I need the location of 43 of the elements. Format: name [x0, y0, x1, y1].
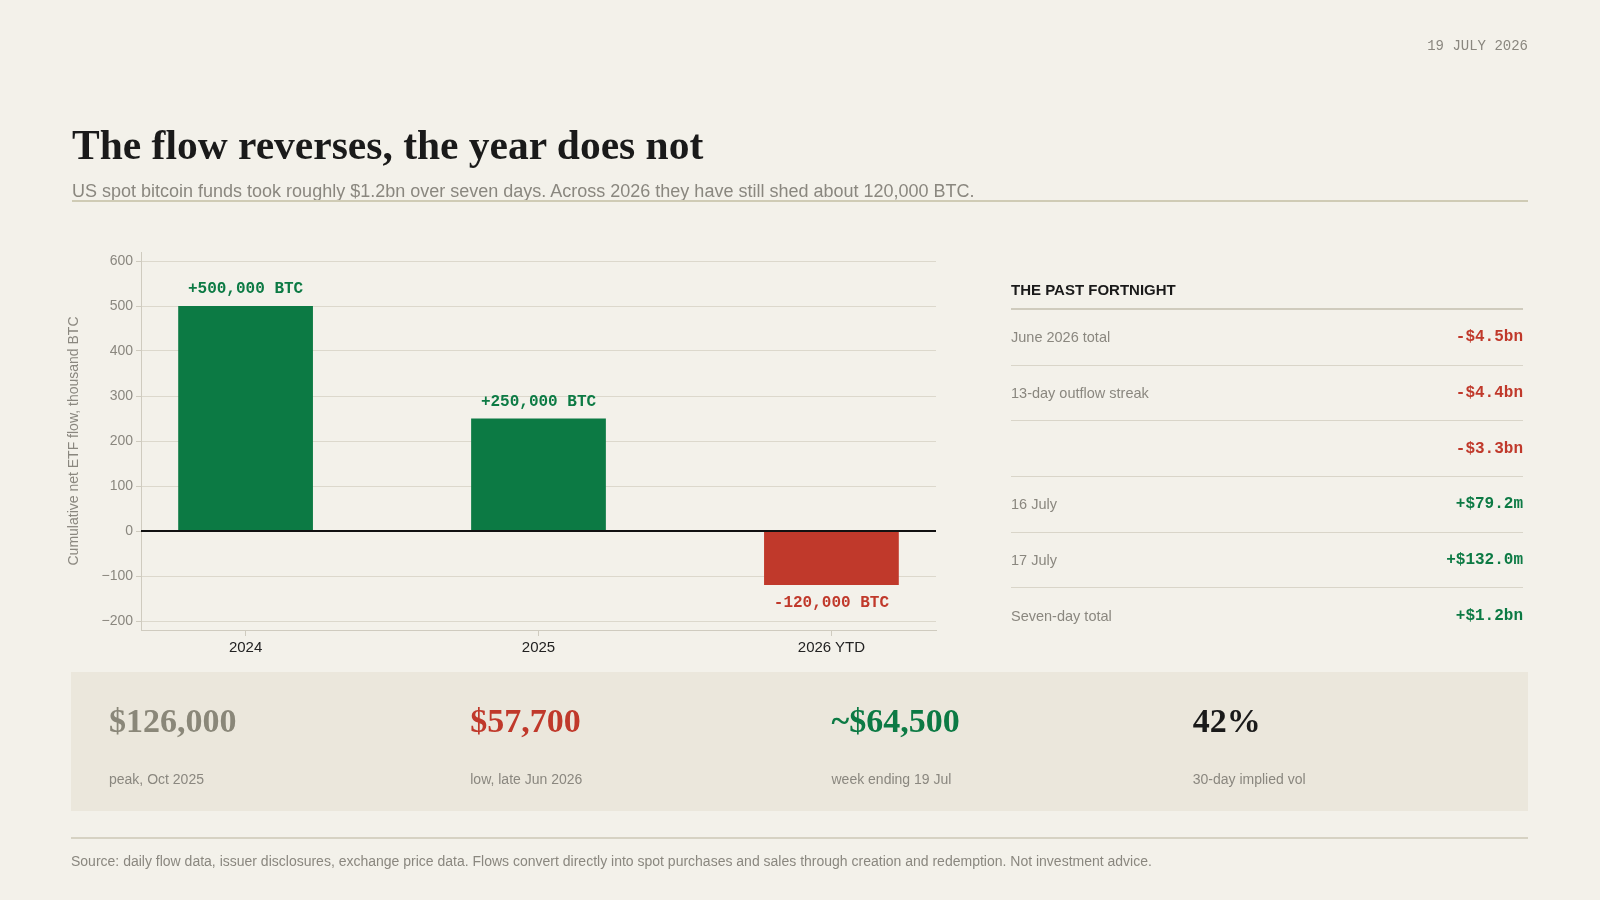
text: -$4.5bn — [1455, 328, 1523, 347]
category-label: 16 July — [1011, 495, 1057, 514]
category-label: low, late Jun 2026 — [470, 770, 583, 788]
y-tick-label: 200 — [109, 431, 134, 448]
text: -$4.4bn — [1455, 384, 1523, 403]
source-note: Source: daily flow data, issuer disclosures, exchange price data. Flows convert directly into spot purchases and sales through creation and redemption. Not investment advice. — [71, 852, 1152, 870]
text: +$132.0m — [1446, 551, 1523, 570]
y-tick-label: 400 — [109, 341, 134, 358]
annotation: +250,000 BTC — [480, 392, 597, 411]
text: 19 JULY 2026 — [1427, 37, 1528, 55]
text: +$79.2m — [1455, 495, 1523, 514]
y-tick-label: −200 — [101, 611, 134, 628]
category-label: 13-day outflow streak — [1011, 384, 1149, 403]
annotation: -120,000 BTC — [773, 594, 890, 613]
category-label: peak, Oct 2025 — [109, 770, 204, 788]
category-label: Seven-day total — [1011, 607, 1112, 626]
bar — [764, 531, 899, 585]
x-tick-label: 2025 — [521, 638, 556, 656]
bar — [471, 418, 606, 531]
y-tick-label: −100 — [101, 566, 134, 583]
category-label: week ending 19 Jul — [831, 770, 952, 788]
text: ~$64,500 — [831, 702, 960, 739]
category-label: June 2026 total — [1011, 328, 1111, 347]
y-tick-label: 0 — [125, 521, 134, 538]
x-tick-label: 2026 YTD — [797, 638, 866, 656]
y-tick-label: 100 — [109, 476, 134, 493]
text: THE PAST FORTNIGHT — [1011, 278, 1523, 310]
x-tick-label: 2024 — [228, 638, 263, 656]
y-tick-label: 600 — [109, 251, 134, 268]
text: $126,000 — [109, 702, 237, 739]
category-label: 30-day implied vol — [1192, 770, 1306, 788]
y-axis-title: Cumulative net ETF flow, thousand BTC — [65, 316, 82, 566]
text: +$1.2bn — [1455, 607, 1523, 626]
y-tick-label: 300 — [109, 386, 134, 403]
annotation: +500,000 BTC — [187, 280, 304, 299]
text: -$3.3bn — [1455, 439, 1523, 458]
chart-title: The flow reverses, the year does not — [72, 121, 704, 169]
text: $57,700 — [470, 702, 581, 739]
chart-subtitle: US spot bitcoin funds took roughly $1.2bn over seven days. Across 2026 they have still shed about 120,000 BTC. — [72, 181, 975, 201]
bar — [178, 306, 313, 531]
y-tick-label: 500 — [109, 296, 134, 313]
category-label: 17 July — [1011, 551, 1057, 570]
text: 42% — [1192, 702, 1261, 739]
